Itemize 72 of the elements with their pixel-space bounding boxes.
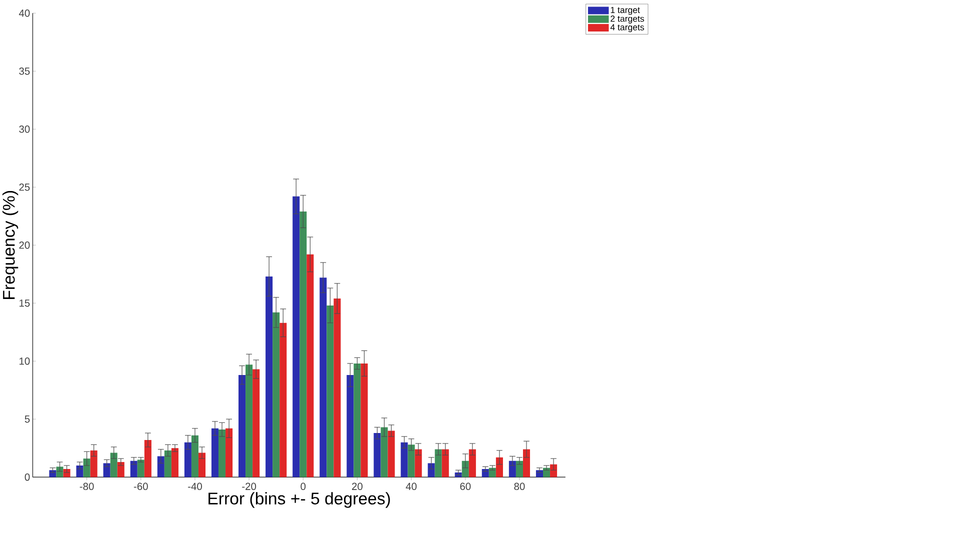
- bar: [522, 449, 530, 478]
- bar: [266, 276, 273, 478]
- bar: [306, 254, 314, 478]
- y-axis-title: Frequency (%): [2, 191, 18, 299]
- bar: [346, 375, 354, 478]
- bar: [462, 460, 469, 478]
- bar: [246, 364, 253, 478]
- bar: [157, 456, 164, 478]
- bar: [550, 464, 558, 478]
- y-tick-label: 5: [24, 416, 30, 423]
- x-tick-label: -60: [134, 482, 148, 490]
- x-tick-label: 20: [352, 482, 363, 490]
- bar: [380, 427, 388, 478]
- bar: [442, 449, 449, 478]
- x-tick-label: 0: [300, 482, 306, 490]
- x-tick-label: 40: [406, 482, 417, 490]
- bar: [334, 298, 341, 478]
- bar: [191, 435, 198, 478]
- y-tick-label: 40: [18, 10, 30, 17]
- bar: [110, 452, 118, 478]
- bar: [238, 375, 246, 478]
- bar: [117, 462, 124, 478]
- x-tick-label: 60: [460, 482, 471, 490]
- x-tick-label: -80: [80, 482, 94, 490]
- bar: [354, 363, 361, 478]
- bar: [414, 449, 422, 478]
- bar: [211, 428, 218, 478]
- y-tick-label: 20: [19, 242, 30, 249]
- bar: [171, 448, 178, 478]
- bar: [516, 460, 523, 478]
- y-tick-label: 30: [19, 126, 30, 133]
- legend-label: 2 targets: [610, 16, 644, 24]
- bar: [280, 322, 287, 478]
- x-tick-label: -20: [242, 482, 256, 490]
- bar: [468, 449, 476, 478]
- y-tick-label: 10: [20, 358, 30, 365]
- bar: [90, 450, 98, 478]
- bar: [326, 305, 334, 478]
- bar: [218, 430, 226, 478]
- bar: [83, 458, 90, 478]
- bar: [374, 433, 381, 478]
- bar: [508, 460, 516, 478]
- legend-label: 1 target: [610, 6, 640, 15]
- y-tick-label: 15: [20, 300, 30, 307]
- bar: [320, 278, 327, 478]
- x-tick-label: 80: [514, 482, 525, 490]
- x-axis-title: Error (bins +- 5 degrees): [208, 492, 390, 508]
- bar: [103, 463, 110, 478]
- y-tick-label: 0: [24, 474, 30, 481]
- y-tick-label: 25: [19, 184, 30, 191]
- bar: [388, 430, 395, 478]
- bar: [252, 369, 260, 478]
- bar: [496, 457, 503, 478]
- bar: [130, 460, 138, 478]
- x-tick-label: -40: [188, 482, 202, 490]
- bar: [408, 444, 415, 478]
- y-tick-label: 35: [19, 68, 30, 75]
- bar: [300, 212, 307, 478]
- bar: [272, 312, 280, 478]
- bar: [360, 363, 368, 478]
- bar: [434, 449, 442, 478]
- bar: [164, 450, 172, 478]
- bar: [400, 442, 408, 478]
- bar: [76, 466, 84, 478]
- bar: [428, 463, 435, 478]
- bar: [198, 452, 206, 478]
- bar: [137, 460, 144, 478]
- bar: [226, 428, 233, 478]
- bar: [184, 442, 192, 478]
- bar: [144, 440, 152, 478]
- bar: [292, 196, 300, 478]
- legend-label: 4 targets: [610, 24, 644, 32]
